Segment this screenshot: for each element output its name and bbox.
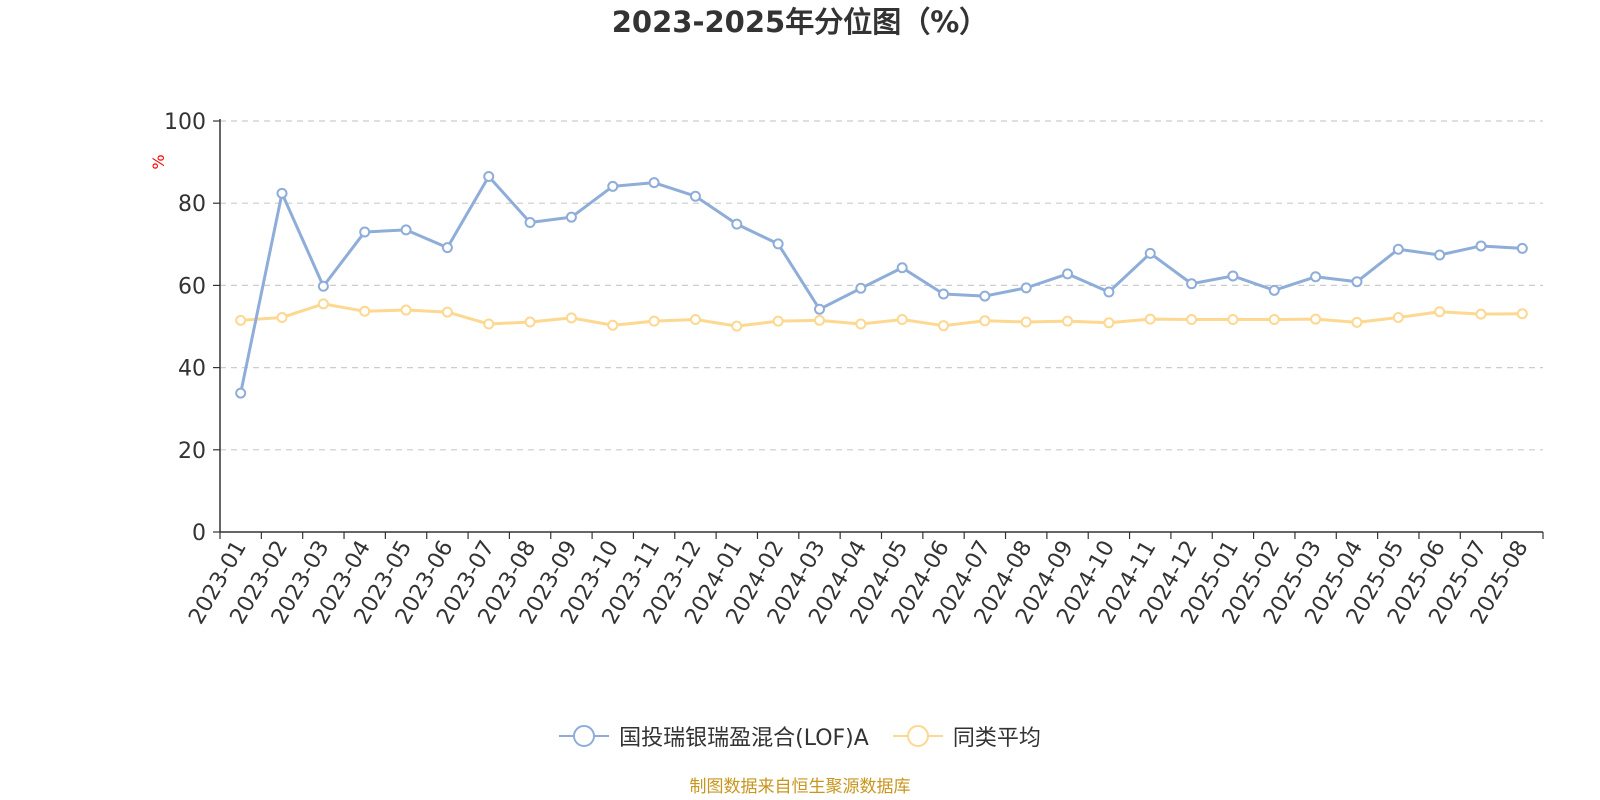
series-0-point-2025-01: [1227, 270, 1239, 282]
series-0-point-2024-12: [1186, 278, 1198, 290]
series-0-point-2025-06: [1434, 249, 1446, 261]
series-1-point-2025-05: [1392, 311, 1404, 323]
source-note: 制图数据来自恒生聚源数据库: [689, 777, 911, 797]
series-0-point-2025-04: [1351, 276, 1363, 288]
series-0-point-2024-02: [772, 238, 784, 250]
legend-label-average: 同类平均: [952, 726, 1041, 751]
series-1-point-2025-01: [1227, 314, 1239, 326]
series-0-point-2025-02: [1268, 284, 1280, 296]
series-0-point-2024-06: [938, 288, 950, 300]
series-1-point-2024-10: [1103, 317, 1115, 329]
series-0-point-2024-11: [1144, 247, 1156, 259]
series-1-point-2024-03: [813, 314, 825, 326]
series-1-point-2023-07: [483, 318, 495, 330]
series-1-point-2024-11: [1144, 313, 1156, 325]
series-1-point-2023-05: [400, 304, 412, 316]
series-1-point-2023-08: [524, 316, 536, 328]
series-1-point-2023-06: [441, 306, 453, 318]
series-1-point-2023-09: [565, 312, 577, 324]
series-1-point-2024-07: [979, 315, 991, 327]
series-0-point-2024-08: [1020, 282, 1032, 294]
series-1-point-2023-01: [235, 314, 247, 326]
series-1-point-2024-06: [938, 320, 950, 332]
y-tick-label-100: 100: [164, 110, 206, 135]
series-1-point-2023-11: [648, 315, 660, 327]
series-1-point-2025-04: [1351, 316, 1363, 328]
series-0-point-2024-10: [1103, 286, 1115, 298]
series-line-1: [240, 302, 1523, 328]
series-1-point-2023-02: [276, 311, 288, 323]
series-0-point-2024-04: [855, 282, 867, 294]
series-0-point-2023-01: [235, 387, 247, 399]
series-0-point-2025-03: [1310, 271, 1322, 283]
series-1-point-2024-09: [1062, 315, 1074, 327]
y-axis-label: %: [149, 154, 168, 169]
series-0-point-2023-09: [565, 211, 577, 223]
legend-item-fund[interactable]: 国投瑞银瑞盈混合(LOF)A: [559, 720, 869, 752]
series-0-point-2025-07: [1475, 240, 1487, 252]
series-0-point-2023-10: [607, 180, 619, 192]
series-1-point-2025-06: [1434, 306, 1446, 318]
series-0-point-2025-08: [1516, 242, 1528, 254]
y-tick-label-60: 60: [178, 274, 206, 299]
series-1-point-2023-10: [607, 319, 619, 331]
y-tick-label-20: 20: [178, 439, 206, 464]
series-1-point-2025-07: [1475, 308, 1487, 320]
series-1-point-2025-03: [1310, 313, 1322, 325]
series-1-point-2025-08: [1516, 308, 1528, 320]
series-1-point-2025-02: [1268, 314, 1280, 326]
series-0-point-2023-07: [483, 170, 495, 182]
series-0-point-2024-09: [1062, 268, 1074, 280]
series-0-point-2023-06: [441, 242, 453, 254]
series-1-point-2024-08: [1020, 316, 1032, 328]
legend-item-average[interactable]: 同类平均: [892, 720, 1041, 752]
legend-swatch-average: [892, 725, 943, 747]
series-0-point-2024-03: [813, 303, 825, 315]
y-tick-label-0: 0: [192, 521, 206, 546]
series-1-point-2023-04: [359, 305, 371, 317]
series-line-0: [239, 174, 1523, 394]
series-1-point-2023-03: [317, 298, 329, 310]
series-1-point-2024-01: [731, 320, 743, 332]
series-1-point-2024-05: [896, 314, 908, 326]
legend-swatch-fund: [559, 725, 610, 747]
series-0-point-2024-07: [979, 290, 991, 302]
series-0-point-2023-04: [359, 226, 371, 238]
series-0-point-2024-01: [731, 218, 743, 230]
series-0-point-2023-02: [276, 187, 288, 199]
series-1-point-2024-04: [855, 318, 867, 330]
y-tick-label-80: 80: [178, 192, 206, 217]
legend: 国投瑞银瑞盈混合(LOF)A 同类平均: [0, 720, 1600, 752]
series-0-point-2023-08: [524, 217, 536, 229]
series-0-point-2023-12: [689, 190, 701, 202]
y-tick-label-40: 40: [178, 357, 206, 382]
legend-label-fund: 国投瑞银瑞盈混合(LOF)A: [619, 726, 869, 751]
series-0-point-2024-05: [896, 262, 908, 274]
series-1-point-2024-12: [1186, 314, 1198, 326]
series-0-point-2025-05: [1392, 243, 1404, 255]
chart-title: 2023-2025年分位图（%）: [611, 5, 989, 39]
series-0-point-2023-11: [648, 177, 660, 189]
series-0-point-2023-03: [317, 280, 329, 292]
series-1-point-2023-12: [689, 314, 701, 326]
series-1-point-2024-02: [772, 315, 784, 327]
series-0-point-2023-05: [400, 224, 412, 236]
